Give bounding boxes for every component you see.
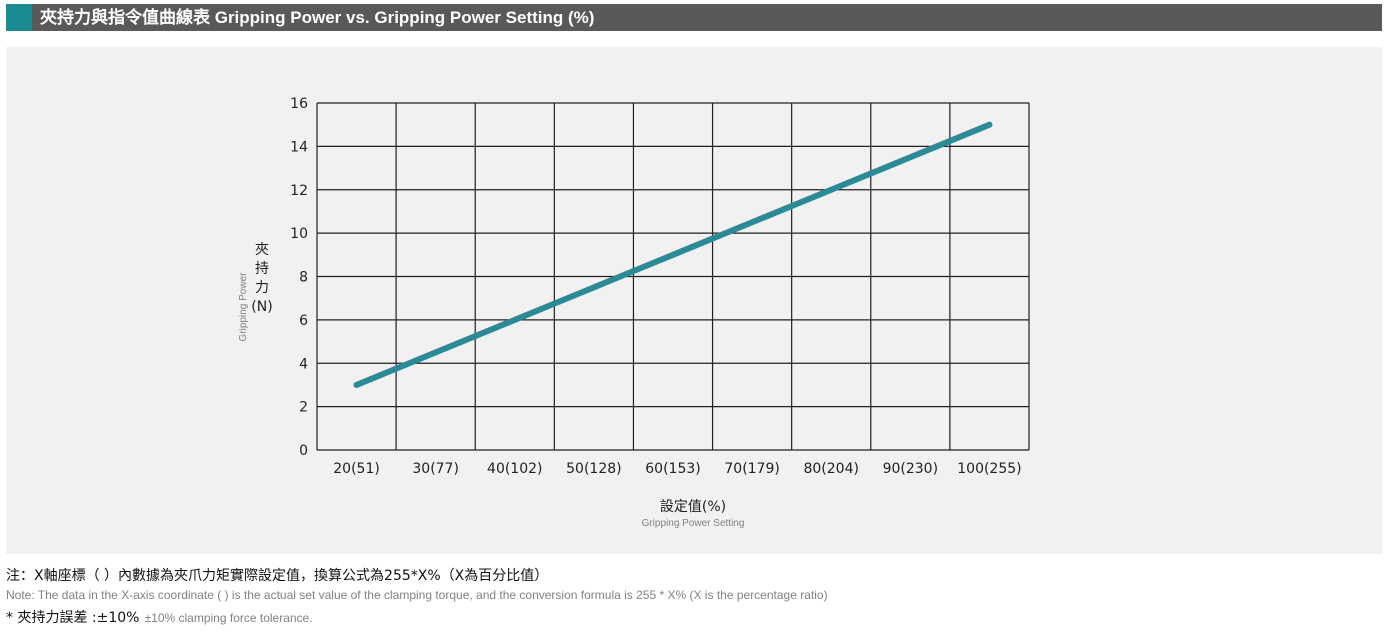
x-tick-label: 90(230) <box>883 461 938 477</box>
chart-panel: 0 2 4 6 8 10 12 14 16 20(51) 30(77) 40(102) 50(128)… <box>6 47 1382 554</box>
conversion-note: 注：X軸座標（ ）內數據為夾爪力矩實際設定值，換算公式為255*X%（X為百分比… <box>6 566 1382 585</box>
section-title: 夾持力與指令值曲線表 Gripping Power vs. Gripping P… <box>40 8 595 27</box>
conversion-note-zh: 注：X軸座標（ ）內數據為夾爪力矩實際設定值，換算公式為255*X%（X為百分比… <box>6 568 549 584</box>
x-tick-label: 70(179) <box>724 461 779 477</box>
chart-grid <box>316 102 1030 451</box>
x-tick-label: 20(51) <box>333 461 380 477</box>
conversion-note-en-line: Note: The data in the X-axis coordinate … <box>6 585 1382 604</box>
x-tick-label: 40(102) <box>487 461 542 477</box>
x-tick-label: 60(153) <box>645 461 700 477</box>
y-tick-label: 4 <box>299 356 308 372</box>
series-lines <box>353 121 993 388</box>
line-chart: 0 2 4 6 8 10 12 14 16 20(51) 30(77) 40(102) 50(128)… <box>238 96 1030 529</box>
tolerance-note-zh: * 夾持力誤差 :±10% <box>6 610 140 626</box>
tolerance-note-en: ±10% clamping force tolerance. <box>144 611 313 625</box>
tolerance-note: * 夾持力誤差 :±10% ±10% clamping force tolera… <box>6 608 1382 627</box>
x-tick-label: 50(128) <box>566 461 621 477</box>
y-tick-label: 14 <box>290 139 308 155</box>
y-tick-label: 0 <box>299 443 308 459</box>
axis-labels: Gripping Power 夾持力(N) 設定值(%) Gripping Po… <box>238 242 744 529</box>
y-tick-label: 8 <box>299 270 308 286</box>
x-tick-label: 100(255) <box>957 461 1021 477</box>
y-tick-label: 12 <box>290 183 308 199</box>
series-line <box>353 121 993 388</box>
x-tick-labels: 20(51) 30(77) 40(102) 50(128) 60(153) 70(179)… <box>333 461 1021 477</box>
x-tick-label: 30(77) <box>412 461 459 477</box>
y-tick-labels: 0 2 4 6 8 10 12 14 16 <box>290 96 308 459</box>
x-tick-label: 80(204) <box>803 461 858 477</box>
header-accent <box>6 4 32 31</box>
chart-notes: 注：X軸座標（ ）內數據為夾爪力矩實際設定值，換算公式為255*X%（X為百分比… <box>6 566 1382 627</box>
y-tick-label: 2 <box>299 400 308 416</box>
conversion-note-en: Note: The data in the X-axis coordinate … <box>6 588 828 602</box>
y-tick-label: 6 <box>299 313 308 329</box>
section-header: 夾持力與指令值曲線表 Gripping Power vs. Gripping P… <box>6 4 1382 31</box>
y-tick-label: 10 <box>290 226 308 242</box>
y-axis-label-en: Gripping Power <box>238 272 249 342</box>
y-tick-label: 16 <box>290 96 308 112</box>
x-axis-label-zh: 設定值(%) <box>660 499 726 515</box>
x-axis-label-en: Gripping Power Setting <box>642 518 745 529</box>
y-axis-label-zh: 夾持力(N) <box>251 242 272 315</box>
